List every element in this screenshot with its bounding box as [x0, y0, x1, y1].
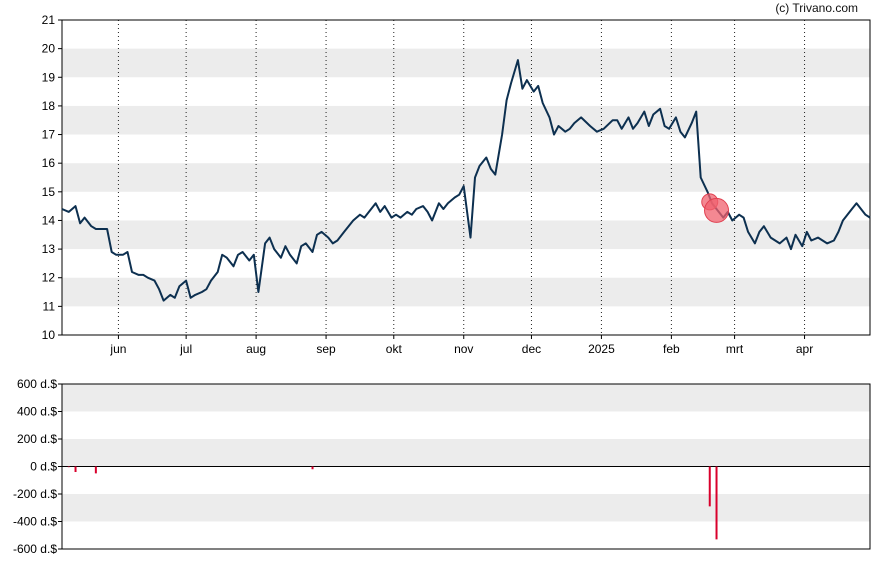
y-tick-label: -600 d.$	[13, 542, 57, 556]
trade-marker	[704, 197, 730, 223]
x-tick-label: aug	[246, 342, 266, 356]
grid-band	[62, 494, 870, 522]
y-tick-label: 17	[42, 128, 56, 142]
y-tick-label: 12	[42, 271, 56, 285]
y-tick-label: -200 d.$	[13, 487, 57, 501]
x-tick-label: mrt	[726, 342, 744, 356]
y-tick-label: 21	[42, 13, 56, 27]
y-tick-label: 11	[43, 299, 56, 313]
y-tick-label: 20	[42, 42, 56, 56]
x-tick-label: dec	[522, 342, 541, 356]
volume-bar	[311, 466, 314, 470]
grid-band	[62, 163, 870, 192]
volume-bar	[74, 466, 77, 472]
y-tick-label: 14	[42, 213, 56, 227]
volume-bar	[715, 466, 718, 540]
plot-frame	[61, 19, 871, 336]
y-tick-label: 400 d.$	[17, 405, 57, 419]
y-tick-label: 0 d.$	[30, 460, 57, 474]
x-tick-label: okt	[386, 342, 403, 356]
y-tick-label: -400 d.$	[13, 515, 57, 529]
x-tick-label: 2025	[588, 342, 615, 356]
volume-bar	[708, 466, 711, 507]
y-tick-label: 600 d.$	[17, 377, 57, 391]
grid-band	[62, 277, 870, 307]
price-line	[61, 59, 871, 302]
volume-chart: 600 d.$ 400 d.$ 200 d.$ 0 d.$ -200 d.$ -400 d…	[13, 377, 871, 556]
y-tick-label: 200 d.$	[17, 432, 57, 446]
y-tick-label: 10	[42, 328, 56, 342]
grid-band	[62, 105, 870, 135]
price-chart: jun jul aug sep okt nov dec 2025 feb mrt apr 10 11 12…	[42, 13, 871, 356]
grid-band	[62, 220, 870, 250]
credit-label: (c) Trivano.com	[775, 1, 858, 15]
x-tick-label: apr	[796, 342, 813, 356]
x-tick-label: jul	[179, 342, 192, 356]
x-tick-label: nov	[454, 342, 473, 356]
y-tick-label: 15	[42, 185, 56, 199]
y-tick-label: 13	[42, 242, 56, 256]
volume-bar	[94, 466, 97, 474]
grid-band	[62, 48, 870, 78]
x-tick-label: feb	[663, 342, 680, 356]
volume-bar	[67, 466, 70, 468]
x-tick-label: jun	[109, 342, 126, 356]
grid-band	[62, 384, 870, 412]
x-tick-label: sep	[316, 342, 336, 356]
y-tick-label: 19	[42, 70, 56, 84]
grid-band	[62, 439, 870, 467]
y-tick-label: 18	[42, 99, 56, 113]
y-tick-label: 16	[42, 156, 56, 170]
